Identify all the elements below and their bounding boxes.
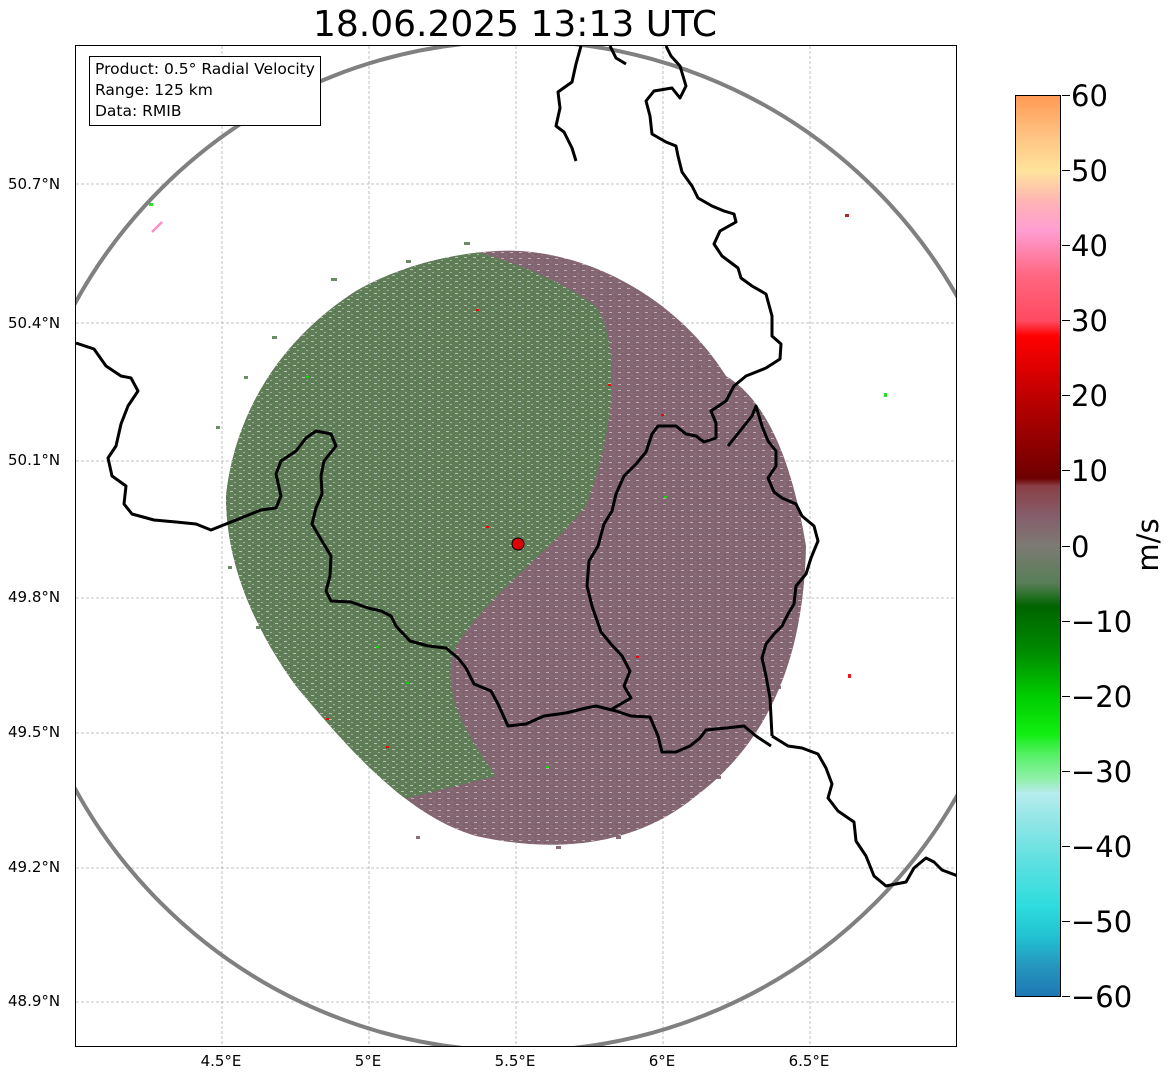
product-info-box: Product: 0.5° Radial Velocity Range: 125… <box>89 56 321 126</box>
colorbar-tick-label: 50 <box>1071 154 1108 188</box>
colorbar-tick-label: 60 <box>1071 79 1108 113</box>
velocity-colorbar <box>1015 95 1061 997</box>
colorbar-tick-label: 0 <box>1071 530 1090 564</box>
colorbar-tick-label: −20 <box>1071 680 1133 714</box>
colorbar-tick-label: 20 <box>1071 379 1108 413</box>
radar-map[interactable] <box>75 45 957 1047</box>
range-label: Range: 125 km <box>95 81 213 99</box>
colorbar-tick-label: −30 <box>1071 755 1133 789</box>
lon-tick-label: 4.5°E <box>200 1052 242 1070</box>
lon-tick-label: 6.5°E <box>788 1052 830 1070</box>
colorbar-tick <box>1062 921 1070 922</box>
colorbar-unit-label: m/s <box>1131 518 1165 572</box>
colorbar-tick-label: 30 <box>1071 304 1108 338</box>
colorbar-tick-label: −10 <box>1071 605 1133 639</box>
lon-tick-label: 5.5°E <box>494 1052 536 1070</box>
colorbar-tick <box>1062 696 1070 697</box>
colorbar-tick <box>1062 470 1070 471</box>
lon-tick-label: 6°E <box>648 1052 676 1070</box>
country-borders <box>76 46 956 888</box>
scattered-returns <box>149 203 887 849</box>
colorbar-tick <box>1062 996 1070 997</box>
colorbar-tick <box>1062 621 1070 622</box>
colorbar-tick-label: 10 <box>1071 454 1108 488</box>
colorbar-tick-label: −60 <box>1071 980 1133 1014</box>
colorbar-tick-label: −50 <box>1071 905 1133 939</box>
product-label: Product: 0.5° Radial Velocity <box>95 60 315 78</box>
colorbar-tick <box>1062 546 1070 547</box>
colorbar-tick-label: −40 <box>1071 830 1133 864</box>
radar-site-marker <box>511 537 525 551</box>
lat-tick-label: 50.1°N <box>8 451 61 469</box>
chart-title: 18.06.2025 13:13 UTC <box>312 4 718 45</box>
colorbar-tick <box>1062 170 1070 171</box>
colorbar-tick <box>1062 245 1070 246</box>
colorbar-tick <box>1062 846 1070 847</box>
colorbar-tick <box>1062 320 1070 321</box>
colorbar-tick <box>1062 395 1070 396</box>
colorbar-tick-label: 40 <box>1071 229 1108 263</box>
colorbar-tick <box>1062 771 1070 772</box>
lat-tick-label: 50.4°N <box>8 314 61 332</box>
approaching-velocity-region <box>226 250 612 806</box>
data-source-label: Data: RMIB <box>95 102 182 120</box>
lat-tick-label: 49.5°N <box>8 723 61 741</box>
lat-tick-label: 48.9°N <box>8 992 61 1010</box>
colorbar-tick <box>1062 95 1070 96</box>
lon-tick-label: 5°E <box>354 1052 382 1070</box>
lat-tick-label: 49.8°N <box>8 588 61 606</box>
lat-tick-label: 49.2°N <box>8 858 61 876</box>
radar-map-canvas <box>76 46 956 1046</box>
lat-tick-label: 50.7°N <box>8 175 61 193</box>
